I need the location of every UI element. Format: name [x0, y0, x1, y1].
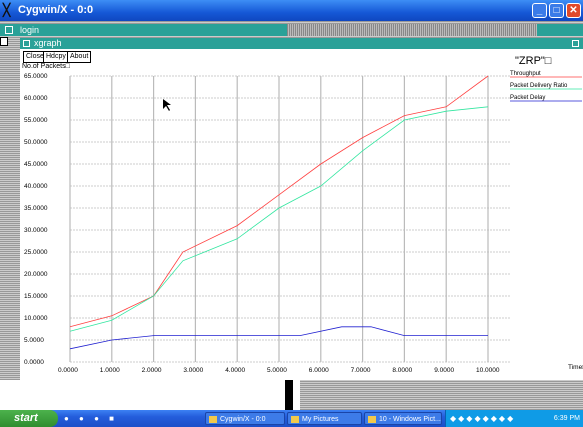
start-button[interactable]: start: [0, 410, 58, 427]
series-line-1: [69, 106, 489, 332]
legend-label: Packet Delivery Ratio: [510, 83, 568, 89]
window-menu-icon[interactable]: [23, 40, 30, 47]
lower-area: [0, 380, 583, 410]
x-axis-label: Time□: [568, 364, 583, 371]
y-tick-label: 45.0000: [24, 161, 48, 168]
close-button[interactable]: ✕: [566, 3, 581, 18]
window-titlebar: ╳ Cygwin/X - 0:0 _ □ ✕: [0, 0, 583, 21]
y-tick-label: 55.0000: [24, 117, 48, 124]
task-label: Cygwin/X - 0:0: [220, 416, 266, 423]
y-tick-label: 35.0000: [24, 205, 48, 212]
login-window-controls[interactable]: [540, 24, 583, 36]
series-line-0: [69, 75, 489, 328]
cygwin-x-icon: ╳: [3, 3, 11, 17]
series-line-2: [69, 326, 488, 350]
x-tick-label: 9.0000: [434, 367, 454, 374]
y-tick-label: 15.0000: [24, 293, 48, 300]
cygwin-task-icon: [209, 416, 217, 423]
x-tick-label: 2.0000: [142, 367, 162, 374]
xgraph-window-titlebar[interactable]: xgraph: [20, 38, 583, 49]
task-label: 10 - Windows Pict...: [379, 416, 441, 423]
x-tick-label: 3.0000: [183, 367, 203, 374]
picture-viewer-icon: [368, 416, 376, 423]
x-tick-label: 6.0000: [309, 367, 329, 374]
folder-icon: [291, 416, 299, 423]
y-tick-label: 50.0000: [24, 139, 48, 146]
legend-label: Throughput: [510, 71, 541, 77]
desktop-pattern-strip: [300, 380, 583, 410]
x-tick-label: 4.0000: [225, 367, 245, 374]
minimize-button[interactable]: _: [532, 3, 547, 18]
login-window-title: login: [20, 25, 40, 35]
black-strip: [285, 380, 293, 410]
window-menu-icon[interactable]: [5, 26, 13, 34]
login-window-titlebar[interactable]: login: [0, 24, 583, 36]
task-my-pictures[interactable]: My Pictures: [287, 412, 362, 425]
chart-title: "ZRP"□: [515, 55, 552, 67]
y-tick-label: 0.0000: [24, 359, 44, 366]
y-tick-label: 40.0000: [24, 183, 48, 190]
y-tick-label: 10.0000: [24, 315, 48, 322]
window-maximize-icon[interactable]: [572, 40, 579, 47]
xgraph-window: Close Hdcpy About No.of Packets□ "ZRP"□ …: [20, 49, 583, 380]
about-button[interactable]: About: [67, 51, 92, 63]
task-cygwin[interactable]: Cygwin/X - 0:0: [205, 412, 285, 425]
system-tray: ◆◆◆◆◆◆◆◆ 6:39 PM: [445, 410, 583, 427]
tray-icons[interactable]: ◆◆◆◆◆◆◆◆: [450, 414, 516, 423]
titlebar-pattern: [287, 24, 537, 36]
xgraph-window-title: xgraph: [34, 38, 62, 48]
y-axis-label: No.of Packets□: [22, 63, 70, 70]
taskbar: start ● ● ● ■ Cygwin/X - 0:0 My Pictures…: [0, 410, 583, 427]
mouse-pointer-icon: [163, 99, 171, 111]
x-tick-label: 1.0000: [100, 367, 120, 374]
x-tick-label: 0.0000: [58, 367, 78, 374]
y-tick-label: 30.0000: [24, 227, 48, 234]
line-chart: 0.0000 5.0000 10.0000 15.0000 20.0000 25.0000…: [24, 71, 583, 374]
quick-launch[interactable]: ● ● ● ■: [64, 414, 118, 423]
window-title: Cygwin/X - 0:0: [18, 4, 94, 16]
y-tick-label: 65.0000: [24, 73, 48, 80]
y-tick-label: 25.0000: [24, 249, 48, 256]
clock: 6:39 PM: [553, 415, 580, 422]
x-tick-label: 5.0000: [267, 367, 287, 374]
x-tick-label: 10.0000: [476, 367, 500, 374]
y-tick-label: 5.0000: [24, 337, 44, 344]
maximize-button[interactable]: □: [549, 3, 564, 18]
x-tick-label: 7.0000: [351, 367, 371, 374]
x-tick-label: 8.0000: [392, 367, 412, 374]
legend-label: Packet Delay: [510, 95, 545, 101]
y-tick-label: 60.0000: [24, 95, 48, 102]
terminal-cursor-icon: [0, 37, 8, 46]
task-label: My Pictures: [302, 416, 339, 423]
task-windows-picture[interactable]: 10 - Windows Pict...: [364, 412, 442, 425]
y-tick-label: 20.0000: [24, 271, 48, 278]
